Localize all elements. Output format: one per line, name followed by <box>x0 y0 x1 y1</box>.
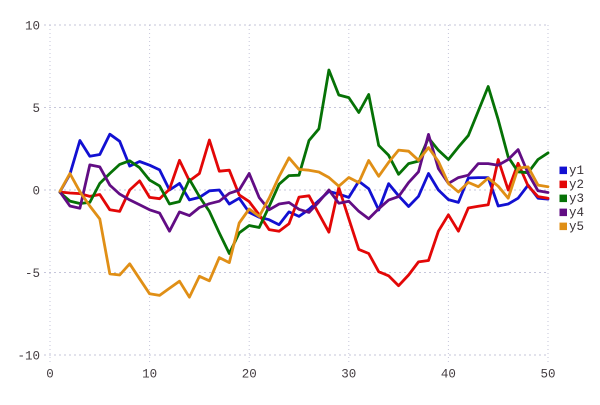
svg-text:y5: y5 <box>569 220 584 234</box>
svg-text:5: 5 <box>32 102 40 116</box>
svg-text:y2: y2 <box>569 178 584 192</box>
svg-text:50: 50 <box>540 367 555 381</box>
svg-text:10: 10 <box>25 19 40 33</box>
svg-text:0: 0 <box>32 184 40 198</box>
svg-text:20: 20 <box>242 367 257 381</box>
svg-text:0: 0 <box>46 367 54 381</box>
svg-text:y3: y3 <box>569 192 584 206</box>
svg-text:40: 40 <box>441 367 456 381</box>
svg-text:y1: y1 <box>569 164 584 178</box>
svg-text:y4: y4 <box>569 206 584 220</box>
svg-text:-5: -5 <box>25 267 40 281</box>
svg-text:30: 30 <box>341 367 356 381</box>
svg-text:-10: -10 <box>17 349 40 363</box>
svg-text:10: 10 <box>142 367 157 381</box>
